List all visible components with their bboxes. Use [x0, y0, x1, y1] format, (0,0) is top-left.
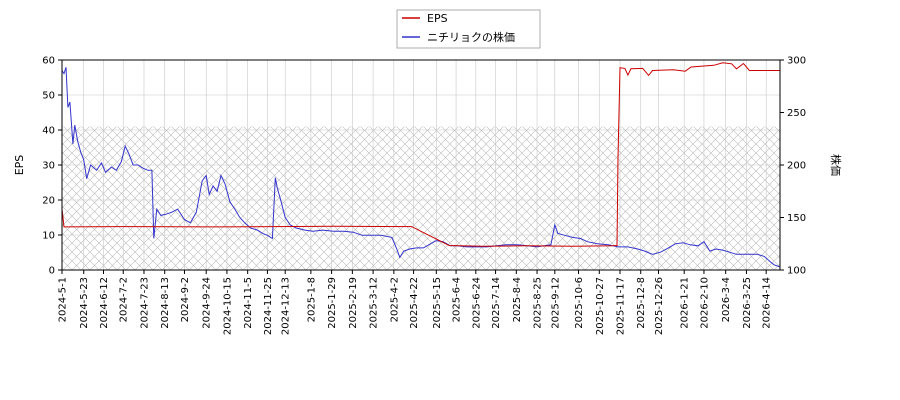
x-tick-label: 2026-3-25: [742, 277, 753, 329]
left-tick-label: 0: [49, 266, 55, 277]
x-tick-label: 2024-12-13: [281, 277, 292, 335]
left-axis-ticks: 0 10 20 30 40 50 60: [42, 56, 62, 277]
x-tick-label: 2024-10-15: [222, 277, 233, 335]
x-tick-label: 2025-5-15: [432, 277, 443, 329]
x-tick-label: 2024-7-23: [139, 277, 150, 329]
x-tick-label: 2024-5-1: [58, 277, 69, 322]
x-tick-label: 2025-8-4: [512, 277, 523, 322]
x-tick-label: 2025-9-12: [550, 277, 561, 329]
right-tick-label: 100: [787, 266, 806, 277]
x-tick-label: 2025-12-26: [654, 277, 665, 335]
x-tick-label: 2025-11-17: [616, 277, 627, 335]
legend-box: [396, 9, 541, 49]
x-tick-label: 2025-10-6: [574, 277, 585, 329]
x-tick-label: 2025-7-14: [491, 277, 502, 329]
y-axis-left-title: EPS: [13, 155, 26, 176]
x-tick-label: 2026-3-4: [721, 277, 732, 322]
left-tick-label: 50: [42, 91, 55, 102]
x-tick-label: 2024-8-13: [160, 277, 171, 329]
legend-label-eps: EPS: [427, 12, 448, 25]
x-tick-label: 2024-11-5: [243, 277, 254, 329]
x-tick-label: 2025-10-27: [595, 277, 606, 335]
right-tick-label: 200: [787, 161, 806, 172]
right-axis-ticks: 100 150 200 250 300: [780, 56, 806, 277]
x-tick-label: 2025-2-19: [348, 277, 359, 329]
x-tick-label: 2025-1-8: [306, 277, 317, 322]
series-layer: [62, 62, 780, 268]
right-tick-label: 150: [787, 213, 806, 224]
x-tick-label: 2024-7-2: [119, 277, 130, 322]
left-tick-label: 10: [42, 231, 55, 242]
right-tick-label: 250: [787, 108, 806, 119]
x-tick-label: 2024-9-2: [180, 277, 191, 322]
x-tick-label: 2024-5-23: [79, 277, 90, 329]
x-tick-label: 2025-4-22: [409, 277, 420, 329]
left-tick-label: 20: [42, 196, 55, 207]
x-tick-label: 2025-8-25: [533, 277, 544, 329]
x-tick-label: 2026-2-10: [699, 277, 710, 329]
left-tick-label: 30: [42, 161, 55, 172]
hatched-region: [62, 126, 780, 270]
legend-label-price: ニチリョクの株価: [427, 30, 515, 44]
x-tick-label: 2025-6-24: [471, 277, 482, 329]
left-tick-label: 60: [42, 56, 55, 67]
x-tick-label: 2025-6-4: [452, 277, 463, 322]
x-tick-label: 2025-4-2: [389, 277, 400, 322]
x-tick-label: 2025-3-12: [369, 277, 380, 329]
y-axis-right-title: 株価: [829, 154, 843, 176]
x-tick-label: 2025-12-8: [636, 277, 647, 329]
right-tick-label: 300: [787, 56, 806, 67]
x-axis-ticks: 2024-5-1 2024-5-23 2024-6-12 2024-7-2 2024-7…: [58, 270, 773, 335]
x-tick-label: 2024-11-25: [263, 277, 274, 335]
left-tick-label: 40: [42, 126, 55, 137]
x-tick-label: 2025-1-29: [327, 277, 338, 329]
x-tick-label: 2024-9-24: [202, 277, 213, 329]
legend: EPS ニチリョクの株価: [396, 9, 541, 49]
x-tick-label: 2024-6-12: [99, 277, 110, 329]
series-line-eps: [62, 62, 780, 247]
series-line-price: [62, 67, 780, 268]
x-tick-label: 2026-4-14: [762, 277, 773, 329]
x-tick-label: 2026-1-21: [680, 277, 691, 329]
